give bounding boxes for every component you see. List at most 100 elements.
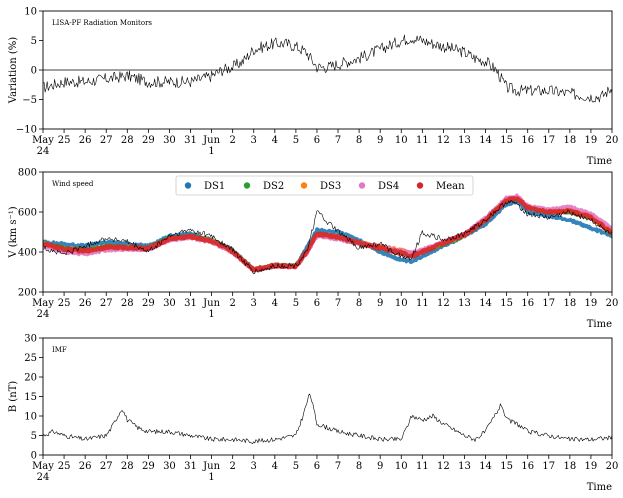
x-tick-sublabel: 24 xyxy=(37,309,50,320)
legend-label-ds1: DS1 xyxy=(204,181,225,192)
plot-area xyxy=(43,193,612,275)
x-tick-label: 12 xyxy=(437,461,450,472)
panel-label: IMF xyxy=(52,346,67,354)
x-tick-sublabel: 1 xyxy=(208,146,214,157)
x-tick-label: 18 xyxy=(563,461,576,472)
panel-label: LISA-PF Radiation Monitors xyxy=(52,19,152,27)
x-tick-label: 19 xyxy=(585,135,598,146)
legend-label-ds2: DS2 xyxy=(263,181,284,192)
legend-marker-ds1 xyxy=(184,182,192,189)
x-tick-label: 27 xyxy=(100,298,113,309)
y-tick-label: 0 xyxy=(31,451,37,462)
y-axis-label: Variation (%) xyxy=(8,37,19,104)
legend-label-ds3: DS3 xyxy=(320,181,341,192)
legend-label-ds4: DS4 xyxy=(378,181,399,192)
x-tick-label: 26 xyxy=(79,298,92,309)
x-tick-label: 25 xyxy=(58,298,71,309)
x-tick-label: 3 xyxy=(251,135,257,146)
x-tick-label: 5 xyxy=(293,135,299,146)
x-tick-label: 6 xyxy=(314,461,320,472)
x-axis-label: Time xyxy=(587,482,612,493)
x-tick-label: May xyxy=(32,298,54,309)
x-tick-label: 16 xyxy=(521,298,534,309)
x-tick-label: 26 xyxy=(79,461,92,472)
x-tick-label: 2 xyxy=(229,461,235,472)
x-tick-sublabel: 24 xyxy=(37,472,50,483)
x-tick-label: 20 xyxy=(606,298,619,309)
x-tick-label: 16 xyxy=(521,461,534,472)
x-tick-label: 8 xyxy=(356,298,362,309)
y-tick-label: 400 xyxy=(18,248,37,259)
x-tick-label: 10 xyxy=(395,135,408,146)
series-line xyxy=(43,34,612,103)
axes-frame xyxy=(42,337,613,456)
y-tick-label: 600 xyxy=(18,208,37,219)
legend-box xyxy=(175,175,474,196)
x-tick-label: 25 xyxy=(58,461,71,472)
x-tick-label: 6 xyxy=(314,298,320,309)
x-tick-label: 28 xyxy=(121,461,134,472)
x-tick-label: 25 xyxy=(58,135,71,146)
legend-marker-ds3 xyxy=(300,182,308,189)
x-tick-label: 16 xyxy=(521,135,534,146)
x-tick-label: Jun xyxy=(202,135,220,146)
x-tick-label: 9 xyxy=(377,298,383,309)
y-axis-label: B (nT) xyxy=(8,381,19,413)
x-tick-label: 30 xyxy=(163,135,176,146)
x-tick-label: 12 xyxy=(437,135,450,146)
legend-marker-ds4 xyxy=(358,182,366,189)
x-tick-label: 17 xyxy=(542,135,555,146)
x-tick-label: 3 xyxy=(251,461,257,472)
x-tick-label: 5 xyxy=(293,298,299,309)
wind-speed-panel: 200 400 600 800 May 25 26 27 28 29 30 31 Jun 2 3 4 5 6 7 8 9… xyxy=(8,168,618,331)
y-tick-label: 0 xyxy=(31,66,37,77)
x-tick-label: 28 xyxy=(121,298,134,309)
plot-area xyxy=(43,34,612,103)
x-tick-label: 14 xyxy=(479,298,492,309)
y-tick-label: 30 xyxy=(24,334,37,345)
legend: DS1 DS2 DS3 DS4 Mean xyxy=(175,175,474,196)
x-axis-label: Time xyxy=(587,156,612,167)
legend-marker-mean xyxy=(416,182,424,189)
x-tick-label: 31 xyxy=(184,461,197,472)
y-tick-label: 10 xyxy=(24,7,37,18)
x-tick-label: 13 xyxy=(458,461,471,472)
x-tick-label: 2 xyxy=(229,135,235,146)
x-tick-label: 12 xyxy=(437,298,450,309)
x-tick-label: 11 xyxy=(416,461,429,472)
y-tick-label: 10 xyxy=(24,412,37,423)
x-tick-label: 27 xyxy=(100,135,113,146)
x-tick-label: 19 xyxy=(585,461,598,472)
y-tick-label: −10 xyxy=(16,125,37,136)
x-tick-label: 30 xyxy=(163,461,176,472)
panel-label: Wind speed xyxy=(52,180,94,188)
x-tick-label: 28 xyxy=(121,135,134,146)
x-tick-label: 4 xyxy=(272,135,278,146)
x-tick-label: 29 xyxy=(142,461,155,472)
x-tick-label: 17 xyxy=(542,298,555,309)
x-tick-label: 31 xyxy=(184,135,197,146)
axes-frame xyxy=(42,10,613,130)
x-tick-label: May xyxy=(32,135,54,146)
plot-area xyxy=(43,393,612,444)
x-tick-label: 11 xyxy=(416,135,429,146)
x-tick-label: 5 xyxy=(293,461,299,472)
y-tick-label: 800 xyxy=(18,168,37,179)
x-tick-label: 14 xyxy=(479,135,492,146)
y-tick-label: 5 xyxy=(31,36,37,47)
x-tick-sublabel: 24 xyxy=(37,146,50,157)
legend-marker-ds2 xyxy=(243,182,251,189)
x-tick-label: 27 xyxy=(100,461,113,472)
x-tick-label: Jun xyxy=(202,298,220,309)
x-tick-label: 8 xyxy=(356,461,362,472)
axes-frame xyxy=(42,171,613,293)
x-tick-label: 8 xyxy=(356,135,362,146)
x-tick-label: May xyxy=(32,461,54,472)
y-tick-label: 25 xyxy=(24,353,37,364)
legend-label-mean: Mean xyxy=(436,181,465,192)
x-tick-label: 7 xyxy=(335,461,341,472)
x-tick-label: 11 xyxy=(416,298,429,309)
y-tick-label: 15 xyxy=(24,392,37,403)
x-tick-label: 18 xyxy=(563,135,576,146)
